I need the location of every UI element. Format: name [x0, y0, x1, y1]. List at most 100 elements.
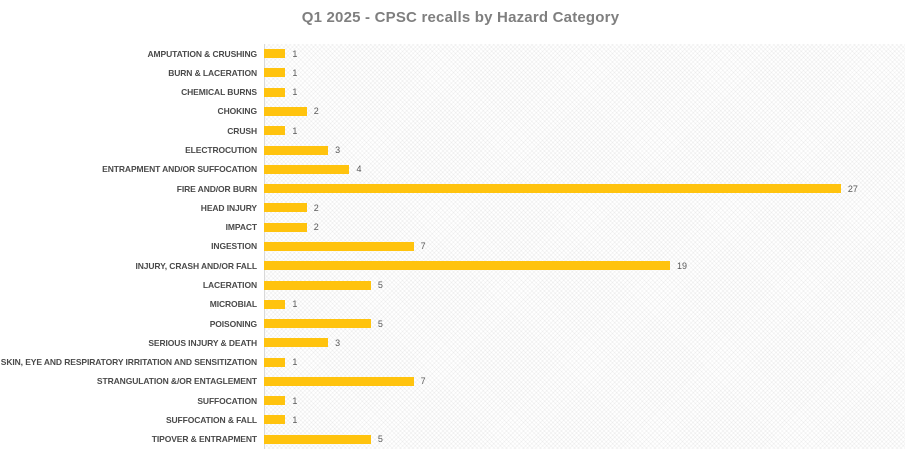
bar	[264, 299, 286, 309]
bar-track: 1	[264, 121, 905, 140]
category-label: POISONING	[209, 318, 257, 329]
value-label: 4	[356, 164, 362, 175]
category-label: ENTRAPMENT AND/OR SUFFOCATION	[102, 164, 257, 175]
bar	[264, 87, 286, 97]
bar	[264, 338, 329, 348]
value-label: 2	[313, 106, 319, 117]
bar-row: SERIOUS INJURY & DEATH 3	[0, 333, 921, 352]
bar-row: ELECTROCUTION 3	[0, 140, 921, 159]
bar	[264, 164, 350, 174]
bar	[264, 357, 286, 367]
bar-track: 7	[264, 237, 905, 256]
bar-row: IMPACT 2	[0, 218, 921, 237]
bar	[264, 145, 329, 155]
bar-row: LACERATION 5	[0, 275, 921, 294]
value-label: 3	[335, 145, 341, 156]
category-label: ELECTROCUTION	[185, 145, 257, 156]
bar-track: 2	[264, 198, 905, 217]
bar-row: FIRE AND/OR BURN 27	[0, 179, 921, 198]
bar-track: 1	[264, 83, 905, 102]
bar-track: 2	[264, 102, 905, 121]
bar-track: 1	[264, 44, 905, 63]
bar-track: 1	[264, 63, 905, 82]
bar-track: 5	[264, 275, 905, 294]
bar-row: CRUSH 1	[0, 121, 921, 140]
category-label: LACERATION	[202, 280, 257, 291]
bar-track: 1	[264, 353, 905, 372]
category-label: SUFFOCATION	[197, 395, 257, 406]
bar-row: POISONING 5	[0, 314, 921, 333]
bar	[264, 222, 307, 232]
category-label: TIPOVER & ENTRAPMENT	[151, 434, 257, 445]
bar-track: 1	[264, 410, 905, 429]
category-label: INJURY, CRASH AND/OR FALL	[135, 260, 257, 271]
bar-row: TIPOVER & ENTRAPMENT 5	[0, 430, 921, 449]
bar-rows: AMPUTATION & CRUSHING 1 BURN & LACERATION 1…	[0, 44, 921, 449]
bar-track: 3	[264, 140, 905, 159]
bar	[264, 203, 307, 213]
bar-row: HEAD INJURY 2	[0, 198, 921, 217]
bar-track: 5	[264, 314, 905, 333]
bar-track: 4	[264, 160, 905, 179]
value-label: 5	[377, 280, 383, 291]
category-label: FIRE AND/OR BURN	[176, 183, 257, 194]
bar-track: 27	[264, 179, 905, 198]
bar-row: INJURY, CRASH AND/OR FALL 19	[0, 256, 921, 275]
value-label: 2	[313, 222, 319, 233]
value-label: 27	[847, 183, 858, 194]
category-label: HEAD INJURY	[200, 202, 257, 213]
bar-row: ENTRAPMENT AND/OR SUFFOCATION 4	[0, 160, 921, 179]
category-label: SUFFOCATION & FALL	[165, 414, 257, 425]
bar-row: SKIN, EYE AND RESPIRATORY IRRITATION AND…	[0, 353, 921, 372]
value-label: 1	[292, 87, 298, 98]
bar	[264, 68, 286, 78]
bar-row: CHEMICAL BURNS 1	[0, 83, 921, 102]
bar-track: 1	[264, 295, 905, 314]
value-label: 1	[292, 48, 298, 59]
bar-track: 7	[264, 372, 905, 391]
category-label: INGESTION	[211, 241, 257, 252]
category-label: BURN & LACERATION	[168, 67, 257, 78]
bar	[264, 49, 286, 59]
category-label: SERIOUS INJURY & DEATH	[148, 337, 257, 348]
bar-track: 2	[264, 218, 905, 237]
bar	[264, 106, 307, 116]
bar-row: BURN & LACERATION 1	[0, 63, 921, 82]
chart-title: Q1 2025 - CPSC recalls by Hazard Categor…	[301, 9, 620, 26]
value-label: 1	[292, 67, 298, 78]
value-label: 1	[292, 414, 298, 425]
category-label: MICROBIAL	[209, 299, 257, 310]
value-label: 7	[420, 376, 426, 387]
bar-track: 5	[264, 430, 905, 449]
category-label: STRANGULATION &/OR ENTAGLEMENT	[96, 376, 257, 387]
category-label: CHEMICAL BURNS	[181, 87, 257, 98]
bar	[264, 319, 371, 329]
category-label: CHOKING	[217, 106, 258, 117]
bar	[264, 415, 286, 425]
bar-track: 3	[264, 333, 905, 352]
bar-row: INGESTION 7	[0, 237, 921, 256]
bar	[264, 126, 286, 136]
value-label: 5	[377, 434, 383, 445]
bar-row: MICROBIAL 1	[0, 295, 921, 314]
category-label: SKIN, EYE AND RESPIRATORY IRRITATION AND…	[0, 357, 257, 368]
bar-row: SUFFOCATION & FALL 1	[0, 410, 921, 429]
value-label: 19	[676, 260, 687, 271]
bar-row: AMPUTATION & CRUSHING 1	[0, 44, 921, 63]
value-label: 3	[335, 337, 341, 348]
bar	[264, 241, 414, 251]
bar-row: SUFFOCATION 1	[0, 391, 921, 410]
bar	[264, 396, 286, 406]
bar	[264, 280, 371, 290]
value-label: 1	[292, 299, 298, 310]
category-label: AMPUTATION & CRUSHING	[147, 48, 258, 59]
bar-track: 1	[264, 391, 905, 410]
value-label: 2	[313, 202, 319, 213]
value-label: 7	[420, 241, 426, 252]
bar-row: STRANGULATION &/OR ENTAGLEMENT 7	[0, 372, 921, 391]
bar	[264, 261, 670, 271]
bar	[264, 376, 414, 386]
category-label: IMPACT	[225, 222, 257, 233]
value-label: 1	[292, 125, 298, 136]
